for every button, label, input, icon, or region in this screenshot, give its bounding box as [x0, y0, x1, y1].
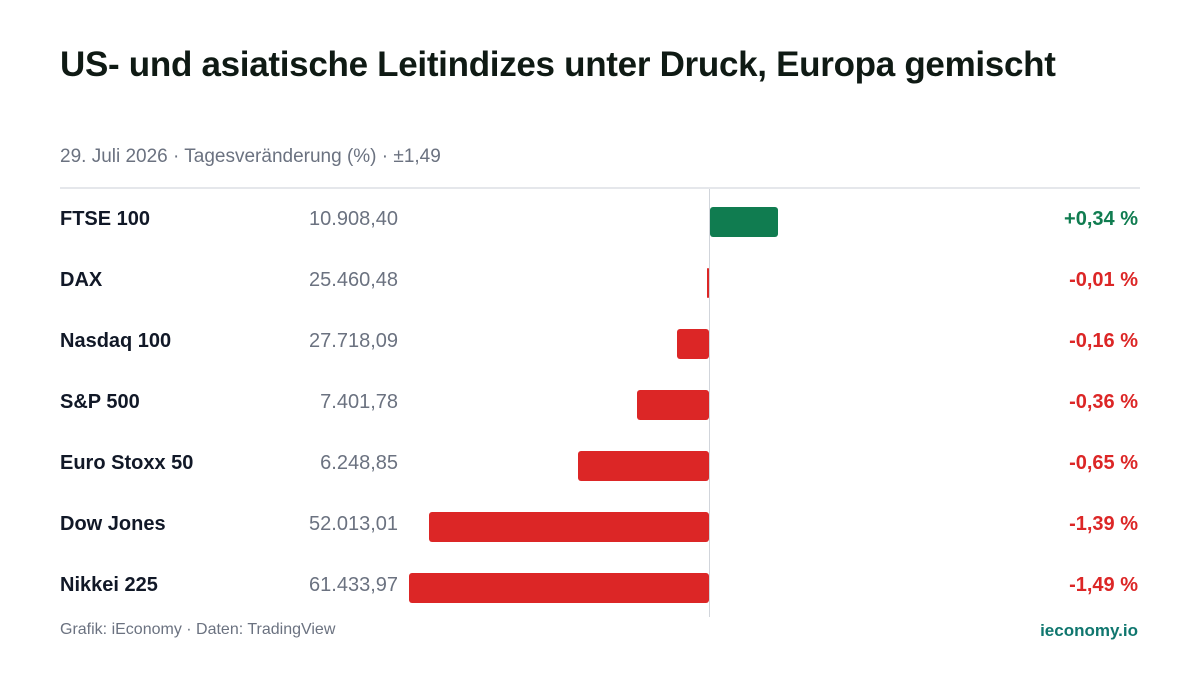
change-label: -1,49 %: [1069, 574, 1138, 596]
change-bar: [429, 512, 709, 542]
index-level-label: 61.433,97: [309, 574, 398, 596]
source-note: Grafik: iEconomy · Daten: TradingView: [60, 621, 336, 638]
index-name-label: Nasdaq 100: [60, 330, 172, 352]
top-divider: [60, 187, 1140, 189]
chart-row: DAX 25.460,48 -0,01 %: [0, 251, 1200, 312]
index-name-label: DAX: [60, 269, 103, 291]
index-level-label: 6.248,85: [320, 452, 398, 474]
index-name-label: FTSE 100: [60, 208, 151, 230]
index-level-label: 7.401,78: [320, 391, 398, 413]
change-bar: [636, 390, 709, 420]
index-name-label: Dow Jones: [60, 513, 166, 535]
change-label: -1,39 %: [1069, 513, 1138, 535]
chart-subtitle: 29. Juli 2026 · Tagesveränderung (%) · ±…: [60, 146, 441, 167]
chart-row: Euro Stoxx 50 6.248,85 -0,65 %: [0, 434, 1200, 495]
change-label: +0,34 %: [1064, 208, 1138, 230]
chart-row: FTSE 100 10.908,40 +0,34 %: [0, 190, 1200, 251]
change-bar: [578, 451, 709, 481]
index-name-label: Euro Stoxx 50: [60, 452, 194, 474]
chart-row: S&P 500 7.401,78 -0,36 %: [0, 373, 1200, 434]
change-label: -0,16 %: [1069, 330, 1138, 352]
chart-row: Dow Jones 52.013,01 -1,39 %: [0, 495, 1200, 556]
change-bar: [676, 329, 709, 359]
brand-link[interactable]: ieconomy.io: [1040, 621, 1138, 640]
change-bar: [706, 268, 709, 298]
change-label: -0,01 %: [1069, 269, 1138, 291]
zero-axis-line: [709, 189, 710, 617]
chart-row: Nikkei 225 61.433,97 -1,49 %: [0, 556, 1200, 617]
index-level-label: 27.718,09: [309, 330, 398, 352]
index-level-label: 25.460,48: [309, 269, 398, 291]
index-name-label: Nikkei 225: [60, 574, 158, 596]
index-name-label: S&P 500: [60, 391, 140, 413]
change-bar: [409, 573, 709, 603]
chart-title: US- und asiatische Leitindizes unter Dru…: [60, 45, 1056, 84]
index-level-label: 52.013,01: [309, 513, 398, 535]
chart-row: Nasdaq 100 27.718,09 -0,16 %: [0, 312, 1200, 373]
change-label: -0,36 %: [1069, 391, 1138, 413]
index-level-label: 10.908,40: [309, 208, 398, 230]
change-label: -0,65 %: [1069, 452, 1138, 474]
change-bar: [710, 207, 779, 237]
